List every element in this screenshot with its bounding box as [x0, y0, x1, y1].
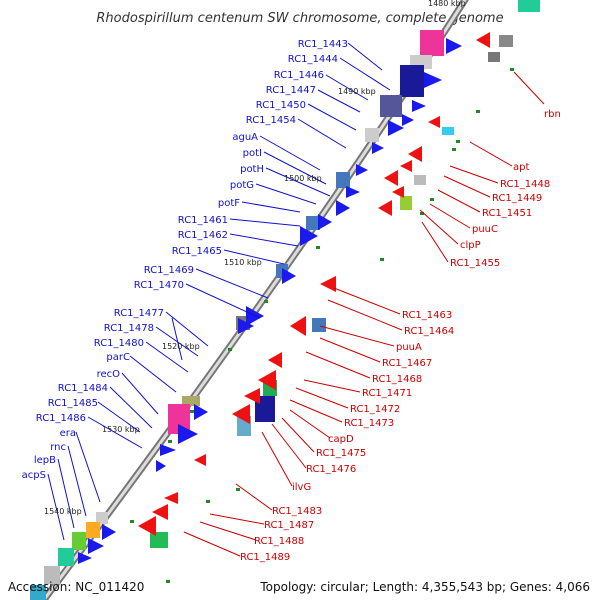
right-connectors: [183, 71, 545, 557]
gene-label: RC1_1478: [104, 323, 154, 334]
gene-label: aguA: [232, 132, 258, 143]
accession-text: Accession: NC_011420: [8, 580, 145, 594]
gene-label: RC1_1455: [450, 258, 500, 269]
gene-label: RC1_1468: [372, 374, 422, 385]
gene-label: RC1_1467: [382, 358, 432, 369]
kbp-label: 1480 kbp: [428, 0, 466, 8]
gene-label: RC1_1447: [266, 85, 316, 96]
gene-label: RC1_1483: [272, 506, 322, 517]
gene-label: potH: [240, 164, 264, 175]
kbp-label: 1540 kbp: [44, 507, 82, 516]
topology-text: Topology: circular; Length: 4,355,543 bp…: [260, 580, 590, 594]
right-gene-labels: rbn apt RC1_1448 RC1_1449 RC1_1451 puuC …: [240, 109, 561, 563]
gene-label: clpP: [460, 240, 481, 251]
gene-label: RC1_1444: [288, 54, 338, 65]
gene-label: RC1_1454: [246, 115, 296, 126]
left-gene-labels: RC1_1443 RC1_1444 RC1_1446 RC1_1447 RC1_…: [22, 39, 348, 481]
gene-label: RC1_1485: [48, 398, 98, 409]
track-ticks: [130, 68, 514, 583]
gene-label: RC1_1469: [144, 265, 194, 276]
gene-label: RC1_1489: [240, 552, 290, 563]
gene-label: ilvG: [292, 482, 311, 493]
gene-label: potF: [218, 198, 240, 209]
gene-label: rbn: [544, 109, 561, 120]
gene-label: RC1_1475: [316, 448, 366, 459]
gene-label: RC1_1461: [178, 215, 228, 226]
gene-label: RC1_1480: [94, 338, 144, 349]
gene-label: rnc: [50, 442, 66, 453]
gene-label: RC1_1471: [362, 388, 412, 399]
gene-label: RC1_1488: [254, 536, 304, 547]
gene-label: RC1_1486: [36, 413, 86, 424]
gene-label: potG: [230, 180, 254, 191]
gc-content-tiles: [30, 0, 540, 600]
gene-label: RC1_1462: [178, 230, 228, 241]
gene-label: RC1_1472: [350, 404, 400, 415]
gene-label: RC1_1464: [404, 326, 454, 337]
kbp-label: 1520 kbp: [162, 342, 200, 351]
gene-label: RC1_1443: [298, 39, 348, 50]
gene-label: parC: [106, 352, 130, 363]
gene-label: RC1_1451: [482, 208, 532, 219]
gene-label: recO: [97, 369, 121, 380]
gene-label: RC1_1484: [58, 383, 108, 394]
gene-label: RC1_1476: [306, 464, 356, 475]
gene-label: puuA: [396, 342, 422, 353]
gene-label: RC1_1470: [134, 280, 184, 291]
kbp-label: 1500 kbp: [284, 174, 322, 183]
reverse-genes: [138, 32, 490, 536]
left-connectors: [47, 42, 391, 541]
gene-label: RC1_1473: [344, 418, 394, 429]
gene-label: RC1_1477: [114, 308, 164, 319]
gene-label: puuC: [472, 224, 498, 235]
gene-label: RC1_1487: [264, 520, 314, 531]
gene-label: acpS: [22, 470, 46, 481]
forward-genes: [78, 38, 462, 564]
gene-label: RC1_1463: [402, 310, 452, 321]
kbp-label: 1510 kbp: [224, 258, 262, 267]
map-title: Rhodospirillum centenum SW chromosome, c…: [96, 11, 503, 26]
gene-label: RC1_1465: [172, 246, 222, 257]
kbp-label: 1490 kbp: [338, 87, 376, 96]
gene-label: lepB: [34, 455, 56, 466]
gene-label: era: [60, 428, 76, 439]
kbp-label: 1530 kbp: [102, 425, 140, 434]
gene-label: RC1_1446: [274, 70, 324, 81]
gene-label: potI: [243, 148, 262, 159]
gene-label: apt: [513, 162, 529, 173]
gene-label: RC1_1448: [500, 179, 550, 190]
gene-label: capD: [328, 434, 354, 445]
gene-label: RC1_1449: [492, 193, 542, 204]
gene-label: RC1_1450: [256, 100, 306, 111]
